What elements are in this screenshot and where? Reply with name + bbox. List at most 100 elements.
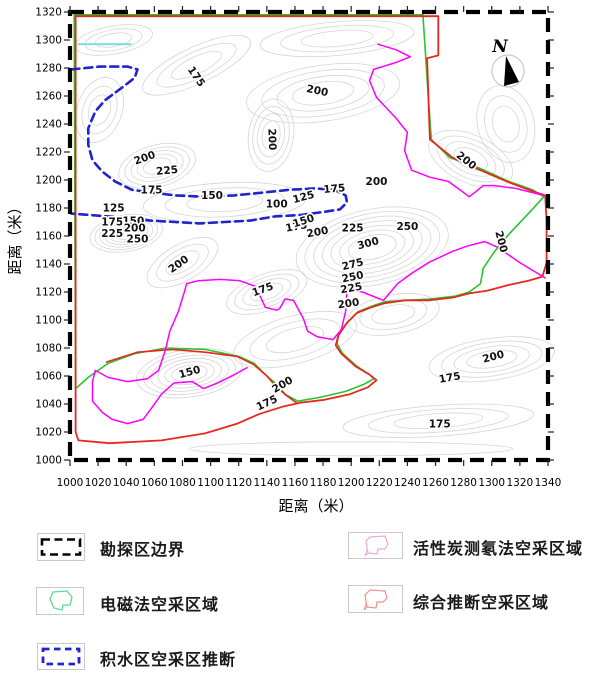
contour-line [342, 403, 535, 438]
y-axis-tick-label: 1300 [35, 35, 62, 47]
contour-line [84, 28, 143, 52]
contour-line [330, 224, 414, 270]
contour-value-label: 175 [323, 182, 346, 196]
legend-symbol-electromagnetic-goaf [36, 587, 84, 615]
contour-value-label: 150 [178, 364, 202, 381]
y-axis-title: 距离（米） [6, 199, 24, 274]
y-axis-tick-label: 1260 [35, 91, 62, 103]
x-axis-tick-label: 1120 [225, 477, 252, 489]
contour-value-label: 250 [396, 221, 418, 233]
contour-line [99, 218, 154, 248]
y-axis-tick-label: 1080 [35, 343, 62, 355]
contour-value-label: 175 [438, 370, 462, 386]
north-arrow-needle-icon [504, 56, 519, 86]
contour-line [164, 187, 285, 218]
contour-line [164, 361, 215, 386]
y-axis-tick-label: 1220 [35, 147, 62, 159]
x-axis-tick-label: 1340 [535, 477, 562, 489]
contour-line [233, 310, 357, 369]
x-axis-tick-label: 1000 [57, 477, 84, 489]
contour-line [118, 142, 196, 190]
contour-line [104, 221, 149, 246]
contour-line [242, 278, 292, 306]
north-arrow-circle [491, 54, 525, 88]
contour-line [124, 146, 190, 186]
contour-line [359, 298, 428, 331]
contour-line [234, 273, 300, 311]
x-axis-tick-label: 1180 [310, 477, 337, 489]
y-axis-tick-label: 1120 [35, 287, 62, 299]
x-axis-tick-label: 1020 [85, 477, 112, 489]
contour-line [259, 20, 415, 58]
boundary-dash-icon [40, 538, 82, 556]
north-arrow: N [491, 37, 525, 88]
contour-line [261, 120, 281, 151]
contour-line [113, 226, 139, 240]
contour-line [142, 157, 172, 175]
contour-line [165, 250, 200, 275]
pink-polygon-icon [365, 535, 389, 555]
contour-line [321, 220, 423, 275]
y-axis-tick-label: 1180 [35, 203, 62, 215]
contour-line [108, 223, 144, 243]
pink-polygon-tail-icon [364, 549, 369, 557]
contour-line [186, 192, 264, 213]
contour-line [95, 32, 133, 48]
y-axis-tick-label: 1020 [35, 427, 62, 439]
y-axis-tick-label: 1200 [35, 175, 62, 187]
region-comprehensive-goaf-inner [105, 348, 298, 404]
red-polygon-icon [364, 589, 388, 609]
contour-line [130, 150, 184, 182]
region-comprehensive-goaf [74, 15, 548, 445]
legend-symbol-water-inference-goaf [37, 643, 85, 670]
y-axis-tick-label: 1000 [35, 455, 62, 467]
contour-line [428, 336, 555, 383]
contour-line [313, 215, 432, 279]
y-axis-tick-label: 1040 [35, 399, 62, 411]
x-axis-tick-label: 1280 [450, 477, 477, 489]
contour-line [280, 24, 395, 53]
contour-line [146, 236, 219, 289]
contour-line [75, 77, 124, 143]
contour-line [170, 50, 223, 80]
contour-line [157, 357, 222, 389]
x-axis-tick-label: 1240 [394, 477, 421, 489]
contour-line [150, 354, 229, 392]
contour-line [491, 105, 520, 143]
legend-symbol-comprehensive-goaf [348, 585, 403, 613]
contour-line [347, 234, 397, 261]
contour-line [265, 326, 325, 354]
goaf-regions-layer [70, 14, 548, 445]
contour-value-label: 175 [429, 418, 451, 430]
x-axis-tick-label: 1060 [141, 477, 168, 489]
contour-value-label: 175 [141, 184, 163, 196]
contour-line [245, 63, 401, 124]
y-axis-tick-label: 1280 [35, 63, 62, 75]
contour-line [249, 318, 341, 361]
x-axis-tick-label: 1320 [507, 477, 534, 489]
contour-line [304, 211, 441, 284]
contour-line [74, 24, 153, 56]
legend-label-electromagnetic-goaf: 电磁法空采区域 [100, 595, 220, 614]
contour-value-label: 125 [291, 189, 315, 206]
contour-line [89, 213, 163, 253]
contour-line [189, 441, 514, 457]
contour-line [339, 229, 406, 265]
y-axis-tick-label: 1140 [35, 259, 62, 271]
contour-value-label: 100 [266, 198, 288, 210]
contour-line [436, 135, 505, 183]
contour-line [156, 42, 237, 88]
y-axis-tick-label: 1060 [35, 371, 62, 383]
contour-value-label: 200 [454, 149, 479, 172]
legend-label-exploration-boundary: 勘探区边界 [100, 540, 186, 559]
contour-value-label: 200 [124, 222, 146, 234]
contour-value-label: 175 [285, 219, 309, 235]
contour-line [291, 80, 355, 106]
contour-value-label: 125 [103, 203, 125, 215]
contour-line [81, 85, 118, 135]
contour-value-label: 200 [166, 253, 191, 275]
x-axis-tick-label: 1300 [478, 477, 505, 489]
legend-label-comprehensive-goaf: 综合推断空采区域 [413, 593, 550, 612]
